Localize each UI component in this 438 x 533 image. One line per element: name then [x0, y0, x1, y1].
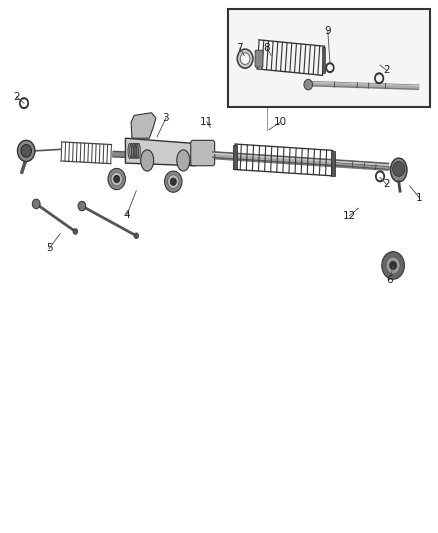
Circle shape [78, 201, 86, 211]
Circle shape [304, 79, 313, 90]
Circle shape [111, 172, 122, 186]
Circle shape [73, 229, 78, 235]
Circle shape [134, 233, 139, 239]
Ellipse shape [177, 150, 190, 171]
Text: 6: 6 [386, 274, 393, 285]
Polygon shape [125, 138, 195, 166]
Text: 4: 4 [124, 210, 130, 220]
Circle shape [386, 257, 400, 274]
Circle shape [377, 75, 382, 82]
FancyBboxPatch shape [255, 50, 263, 67]
Circle shape [376, 171, 385, 182]
Text: 10: 10 [273, 117, 286, 127]
Bar [331, 151, 335, 176]
Text: 2: 2 [383, 179, 390, 189]
Circle shape [375, 73, 384, 84]
Bar [322, 47, 325, 74]
Text: 7: 7 [237, 43, 243, 53]
Circle shape [378, 61, 383, 67]
Bar [233, 144, 237, 169]
Circle shape [376, 59, 385, 69]
Circle shape [390, 261, 396, 270]
Text: 8: 8 [264, 43, 270, 53]
Text: 11: 11 [200, 117, 213, 127]
Circle shape [114, 175, 120, 183]
Circle shape [382, 252, 404, 279]
Circle shape [328, 65, 332, 70]
Circle shape [378, 173, 383, 180]
Circle shape [168, 175, 179, 189]
Polygon shape [131, 113, 156, 138]
Circle shape [108, 168, 125, 190]
Circle shape [240, 53, 250, 64]
Circle shape [20, 98, 28, 109]
Circle shape [21, 100, 27, 107]
FancyBboxPatch shape [191, 140, 215, 166]
Circle shape [21, 144, 32, 157]
Circle shape [392, 161, 405, 176]
Circle shape [237, 49, 253, 68]
Text: 1: 1 [416, 192, 423, 203]
Ellipse shape [141, 150, 154, 171]
Ellipse shape [391, 158, 407, 182]
Text: 9: 9 [325, 26, 331, 36]
Circle shape [165, 171, 182, 192]
Circle shape [326, 63, 334, 72]
Circle shape [18, 140, 35, 161]
Text: 2: 2 [13, 92, 20, 102]
Circle shape [32, 199, 40, 209]
Text: 2: 2 [383, 66, 390, 75]
Bar [228, 10, 430, 108]
Text: 5: 5 [46, 244, 53, 254]
Circle shape [170, 178, 177, 185]
Text: 12: 12 [343, 211, 356, 221]
Text: 3: 3 [162, 113, 169, 123]
